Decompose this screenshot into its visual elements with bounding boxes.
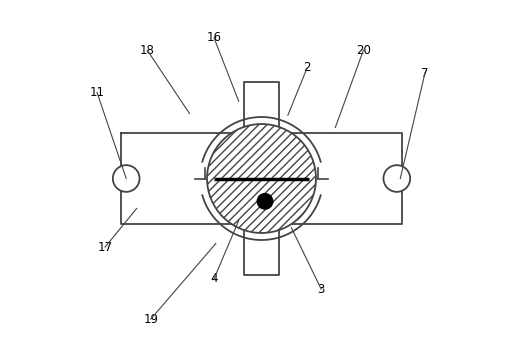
Text: 17: 17: [98, 241, 112, 253]
Text: 11: 11: [89, 86, 105, 99]
Circle shape: [257, 193, 273, 209]
Circle shape: [383, 165, 410, 192]
Text: 2: 2: [303, 61, 311, 74]
Text: 18: 18: [140, 44, 155, 57]
Bar: [121, 133, 402, 224]
Text: 16: 16: [207, 31, 222, 44]
Text: 7: 7: [421, 66, 429, 80]
Text: 20: 20: [356, 44, 371, 57]
Text: 3: 3: [317, 283, 325, 296]
Text: 19: 19: [143, 313, 158, 326]
Text: 4: 4: [210, 272, 218, 285]
Circle shape: [113, 165, 140, 192]
Bar: [244, 82, 279, 133]
Circle shape: [207, 124, 316, 233]
Bar: [244, 224, 279, 275]
